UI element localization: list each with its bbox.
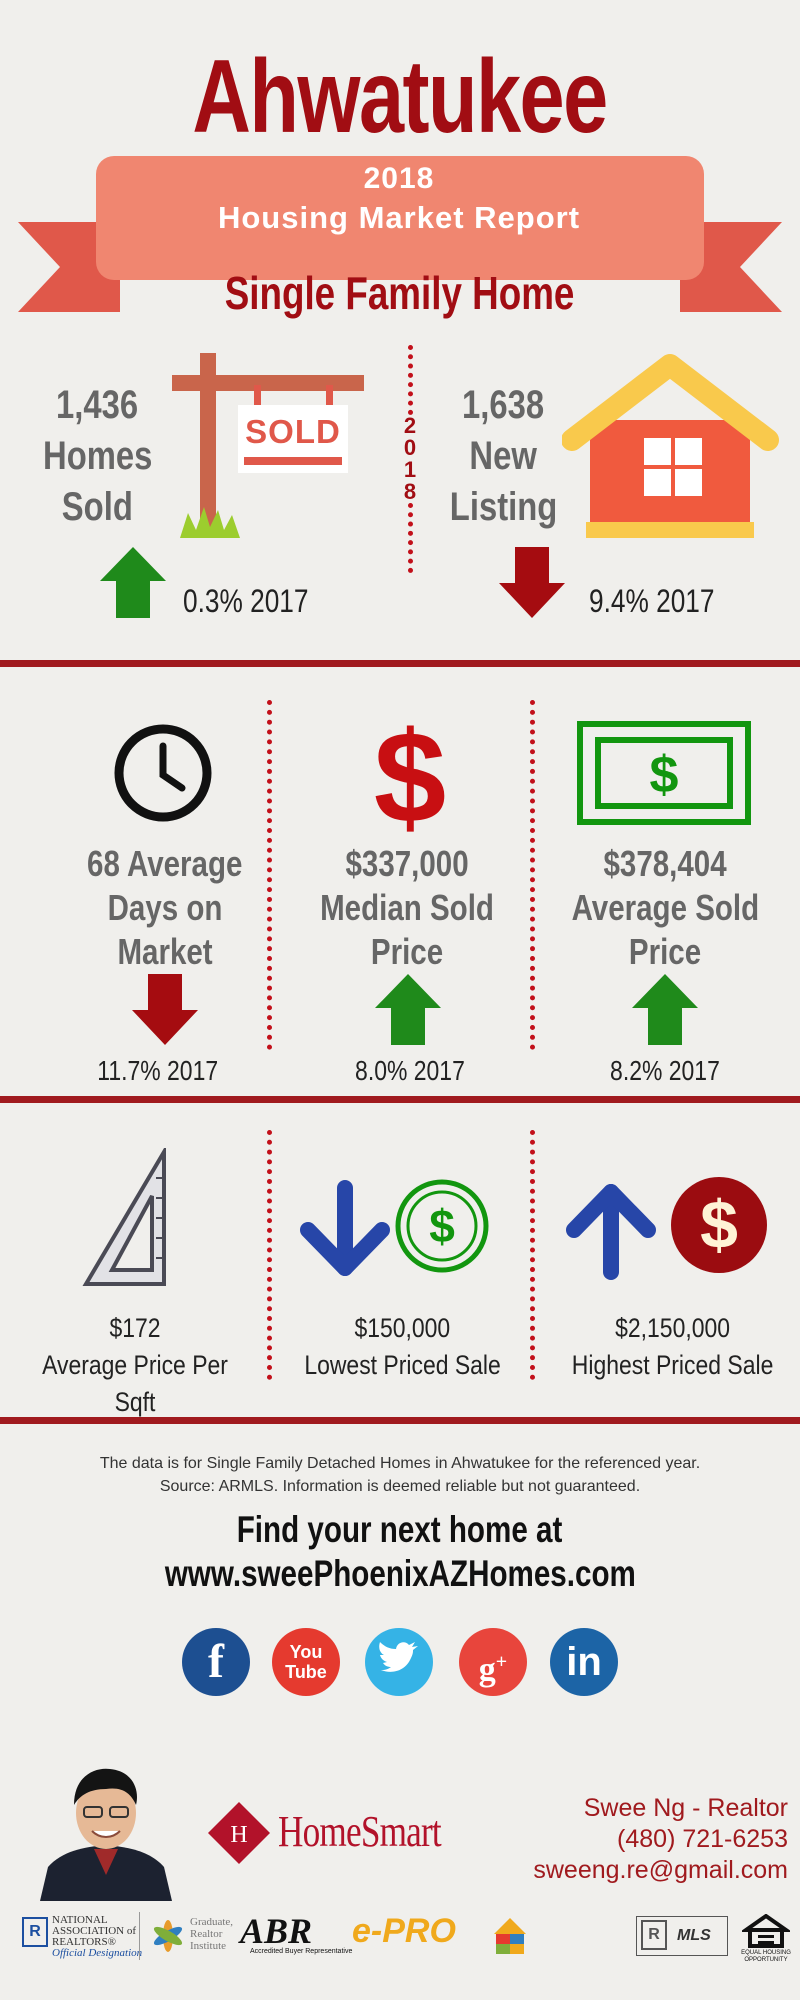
- column-divider: [530, 1130, 535, 1380]
- column-divider: [267, 700, 272, 1050]
- dollar-bill-icon: $: [577, 721, 751, 825]
- page-title: Ahwatukee: [192, 39, 609, 155]
- ribbon-banner: [18, 156, 782, 312]
- property-type-heading: Single Family Home: [225, 267, 575, 319]
- median-sold-price: $337,000 Median Sold Price: [320, 843, 495, 972]
- down-arrow-icon: [300, 1180, 390, 1276]
- website-link[interactable]: www.sweePhoenixAZHomes.com: [164, 1553, 636, 1594]
- svg-text:$: $: [374, 712, 446, 837]
- epro-logo: e-PRO: [352, 1912, 456, 1950]
- up-arrow-icon: [375, 974, 441, 1045]
- gri-star-icon: [153, 1920, 183, 1952]
- svg-text:$: $: [700, 1187, 738, 1263]
- clock-icon: [114, 724, 212, 822]
- mls-logo: R MLS: [636, 1916, 728, 1956]
- section-divider: [0, 1417, 800, 1424]
- call-to-action: Find your next home at www.sweePhoenixAZ…: [0, 1508, 800, 1596]
- section-divider: [0, 1096, 800, 1103]
- sold-sign-icon: [172, 353, 364, 538]
- year-vertical-label: 2018: [403, 413, 417, 504]
- down-arrow-icon: [499, 547, 565, 618]
- new-listing-stat: 1,638 New Listing: [449, 383, 558, 529]
- realtor-r-icon: R: [22, 1917, 48, 1947]
- banner-title: Housing Market Report: [217, 200, 581, 235]
- lowest-priced-sale: $150,000 Lowest Priced Sale: [304, 1313, 501, 1380]
- abr-subtitle: Accredited Buyer Representative: [250, 1948, 353, 1955]
- up-arrow-icon: [632, 974, 698, 1045]
- median-price-change: 8.0% 2017: [355, 1055, 465, 1086]
- agent-name: Swee Ng - Realtor: [583, 1794, 788, 1822]
- agent-photo: [40, 1755, 172, 1901]
- agent-phone[interactable]: (480) 721-6253: [617, 1825, 788, 1853]
- average-price-change: 8.2% 2017: [610, 1055, 720, 1086]
- top-divider: 2018: [400, 345, 420, 573]
- average-sold-price: $378,404 Average Sold Price: [571, 843, 759, 972]
- equal-housing-label: EQUAL HOUSING OPPORTUNITY: [741, 1950, 791, 1963]
- avg-price-per-sqft: $172 Average Price Per Sqft: [42, 1313, 228, 1417]
- abr-logo: ABR: [240, 1911, 313, 1951]
- days-on-market-change: 11.7% 2017: [97, 1055, 218, 1086]
- twitter-icon[interactable]: [365, 1628, 433, 1696]
- svg-text:$: $: [429, 1200, 455, 1252]
- banner-year: 2018: [363, 162, 435, 195]
- youtube-icon[interactable]: You Tube: [272, 1628, 340, 1696]
- equal-housing-icon: [742, 1914, 790, 1948]
- facebook-icon[interactable]: f: [182, 1628, 250, 1696]
- down-arrow-icon: [132, 974, 198, 1045]
- homesmart-logo-icon: H: [208, 1802, 270, 1864]
- section-divider: [0, 660, 800, 667]
- column-divider: [267, 1130, 272, 1380]
- logo-separator: [139, 1912, 140, 1960]
- agent-contact: Swee Ng - Realtor (480) 721-6253 sweeng.…: [533, 1793, 788, 1886]
- dollar-sign-icon: $: [374, 712, 446, 837]
- up-arrow-icon: [100, 547, 166, 618]
- google-plus-icon[interactable]: g+: [459, 1628, 527, 1696]
- highest-priced-sale: $2,150,000 Highest Priced Sale: [571, 1313, 774, 1380]
- homes-sold-change: 0.3% 2017: [183, 583, 309, 619]
- gri-logo: Graduate, Realtor Institute: [190, 1916, 234, 1952]
- diversity-house-icon: [494, 1918, 526, 1954]
- up-arrow-icon: [566, 1184, 656, 1280]
- homesmart-brand: HomeSmart: [278, 1807, 442, 1856]
- column-divider: [530, 700, 535, 1050]
- data-disclaimer: The data is for Single Family Detached H…: [99, 1455, 701, 1495]
- house-icon: [562, 354, 779, 538]
- linkedin-icon[interactable]: in: [550, 1628, 618, 1696]
- set-square-icon: [82, 1148, 166, 1286]
- dollar-coin-icon: $: [395, 1179, 489, 1273]
- sold-sign-text: SOLD: [245, 413, 341, 450]
- agent-email[interactable]: sweeng.re@gmail.com: [533, 1856, 788, 1884]
- homes-sold-stat: 1,436 Homes Sold: [42, 383, 153, 529]
- nar-logo: NATIONAL ASSOCIATION of REALTORS® Offici…: [52, 1914, 143, 1959]
- svg-text:$: $: [650, 746, 679, 804]
- avg-days-on-market: 68 Average Days on Market: [87, 843, 243, 972]
- new-listing-change: 9.4% 2017: [589, 583, 715, 619]
- dollar-coin-icon: $: [671, 1177, 767, 1273]
- svg-text:H: H: [230, 1822, 247, 1848]
